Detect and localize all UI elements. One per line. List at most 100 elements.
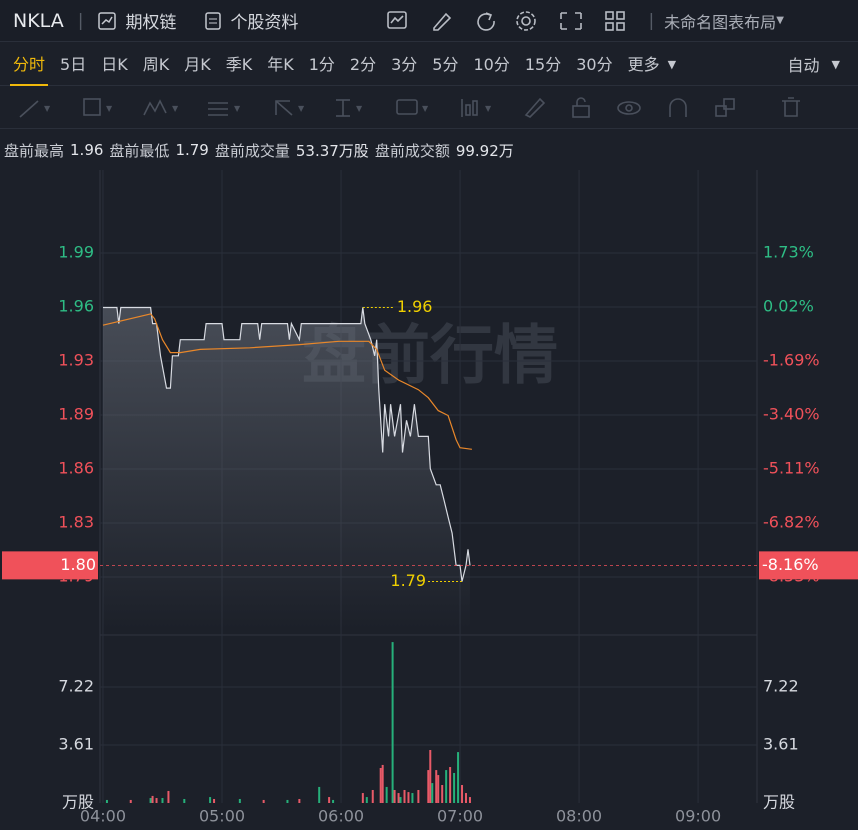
tab[interactable]: 5日 bbox=[60, 54, 87, 74]
link[interactable]: 期权链 bbox=[125, 13, 177, 33]
scale-mode[interactable]: 自动 bbox=[787, 56, 820, 75]
volume-bar bbox=[379, 767, 382, 803]
volume-bar bbox=[427, 770, 430, 803]
volume-bar bbox=[435, 770, 438, 803]
tab[interactable]: 月K bbox=[184, 54, 211, 74]
price-line bbox=[103, 306, 471, 582]
volume-bar bbox=[464, 793, 467, 803]
x-tick-label: 07:00 bbox=[437, 807, 483, 826]
volume-bar bbox=[298, 798, 301, 803]
divider: | bbox=[77, 10, 84, 31]
x-tick-label: 06:00 bbox=[318, 807, 364, 826]
volume-bar bbox=[385, 786, 388, 803]
volume-bar bbox=[318, 786, 321, 803]
volume-bar bbox=[403, 789, 406, 803]
layout-name[interactable]: 未命名图表布局 bbox=[664, 12, 777, 32]
drawing-icons[interactable]: ▼ ▼ ▼ ▼ ▼ ▼ ▼ ▼ bbox=[0, 87, 858, 129]
x-tick-label: 04:00 bbox=[80, 807, 126, 826]
icon bbox=[98, 11, 117, 30]
volume-bar bbox=[105, 799, 108, 803]
drawing-tools: ▼ ▼ ▼ ▼ ▼ ▼ ▼ ▼ bbox=[0, 87, 858, 129]
stat-value: 1.96 bbox=[70, 141, 104, 159]
link[interactable]: 个股资料 bbox=[230, 13, 299, 33]
volume-bar bbox=[407, 792, 410, 803]
average-line bbox=[102, 313, 472, 450]
volume-bar bbox=[209, 797, 212, 803]
volume-bar bbox=[151, 795, 154, 803]
volume-bar bbox=[391, 642, 394, 803]
last-price-box bbox=[2, 551, 98, 580]
volume-bar bbox=[361, 793, 364, 803]
low-label: 1.79 bbox=[390, 571, 426, 590]
tab[interactable]: 10分 bbox=[473, 54, 510, 74]
tab[interactable]: 30分 bbox=[576, 54, 613, 74]
y2-tick-label: -3.40% bbox=[763, 404, 820, 423]
volume-bar bbox=[262, 799, 265, 803]
y-tick-label: 万股 bbox=[763, 793, 795, 812]
volume-bar bbox=[431, 783, 434, 803]
stats-line: 盘前最高 1.96 盘前最低 1.79 盘前成交量 53.37万股 盘前成交额 99.92万 bbox=[0, 136, 858, 164]
stat-label: 盘前最高 bbox=[4, 141, 65, 160]
toolbar-icons[interactable] bbox=[386, 9, 636, 33]
y-tick-label: 7.22 bbox=[58, 677, 94, 696]
y-tick-label: 3.61 bbox=[763, 735, 799, 754]
dropdown-arrow: ▼ bbox=[776, 15, 784, 26]
volume-bar bbox=[411, 793, 414, 803]
svg-text:▼: ▼ bbox=[485, 104, 492, 113]
high-label: 1.96 bbox=[397, 297, 433, 316]
y-tick-label: 1.96 bbox=[58, 297, 94, 316]
y-tick-label: 1.89 bbox=[58, 404, 94, 423]
volume-bar bbox=[445, 770, 448, 803]
tab[interactable]: 分时 bbox=[10, 43, 49, 86]
svg-text:▼: ▼ bbox=[234, 104, 241, 113]
x-tick-label: 09:00 bbox=[675, 807, 721, 826]
stat-label: 盘前成交量 bbox=[214, 141, 290, 160]
volume-bar bbox=[371, 789, 374, 803]
y2-tick-label: 0.02% bbox=[763, 297, 814, 316]
volume-bar bbox=[441, 785, 444, 803]
y-tick-label: 万股 bbox=[62, 793, 94, 812]
tab[interactable]: 15分 bbox=[524, 54, 562, 74]
svg-text:▼: ▼ bbox=[44, 104, 51, 113]
last-change-label: -8.16% bbox=[762, 555, 819, 574]
tab[interactable]: 更多 bbox=[627, 54, 660, 74]
tab[interactable]: 2分 bbox=[349, 54, 377, 74]
volume-bar bbox=[328, 797, 331, 803]
stat-value: 99.92万 bbox=[455, 141, 514, 160]
svg-text:▼: ▼ bbox=[106, 104, 113, 113]
volume-bar bbox=[397, 793, 400, 803]
volume-bar bbox=[129, 799, 132, 803]
volume-bar bbox=[183, 798, 186, 803]
tabs: 分时 5日 日K 周K 月K 季K 年K 1分 2分 3分 5分 10分 15分 30分 更多 bbox=[10, 43, 672, 86]
dropdown-arrow: ▼ bbox=[667, 57, 677, 71]
y2-tick-label: 1.73% bbox=[763, 243, 814, 262]
tab[interactable]: 周K bbox=[142, 54, 170, 74]
y2-tick-label: -5.11% bbox=[763, 458, 820, 477]
volume-bar bbox=[457, 752, 460, 803]
volume-bar bbox=[437, 775, 440, 803]
svg-text:▼: ▼ bbox=[422, 104, 429, 113]
volume-bar bbox=[393, 789, 396, 803]
y2-tick-label: -6.82% bbox=[763, 512, 820, 531]
y-tick-label: 1.93 bbox=[58, 350, 94, 369]
tab[interactable]: 年K bbox=[267, 54, 294, 74]
tab[interactable]: 季K bbox=[225, 54, 253, 74]
tab[interactable]: 5分 bbox=[432, 54, 459, 74]
tab[interactable]: 日K bbox=[101, 54, 128, 74]
volume-bar bbox=[449, 767, 452, 803]
top-bar: NKLA | 期权链 个股资料 | 未命名图表布局 ▼ bbox=[0, 0, 858, 42]
divider: | bbox=[648, 10, 655, 31]
y2-tick-label: -1.69% bbox=[763, 351, 820, 370]
volume-bar bbox=[381, 764, 384, 803]
tab[interactable]: 1分 bbox=[308, 54, 335, 74]
svg-text:▼: ▼ bbox=[298, 104, 305, 113]
x-tick-label: 08:00 bbox=[556, 807, 602, 826]
tab[interactable]: 3分 bbox=[391, 54, 418, 74]
volume-bar bbox=[429, 750, 432, 803]
volume-bar bbox=[238, 798, 241, 803]
y-tick-label: 1.86 bbox=[58, 458, 94, 477]
y-tick-label: 1.83 bbox=[58, 512, 94, 531]
volume-bar bbox=[399, 797, 402, 803]
